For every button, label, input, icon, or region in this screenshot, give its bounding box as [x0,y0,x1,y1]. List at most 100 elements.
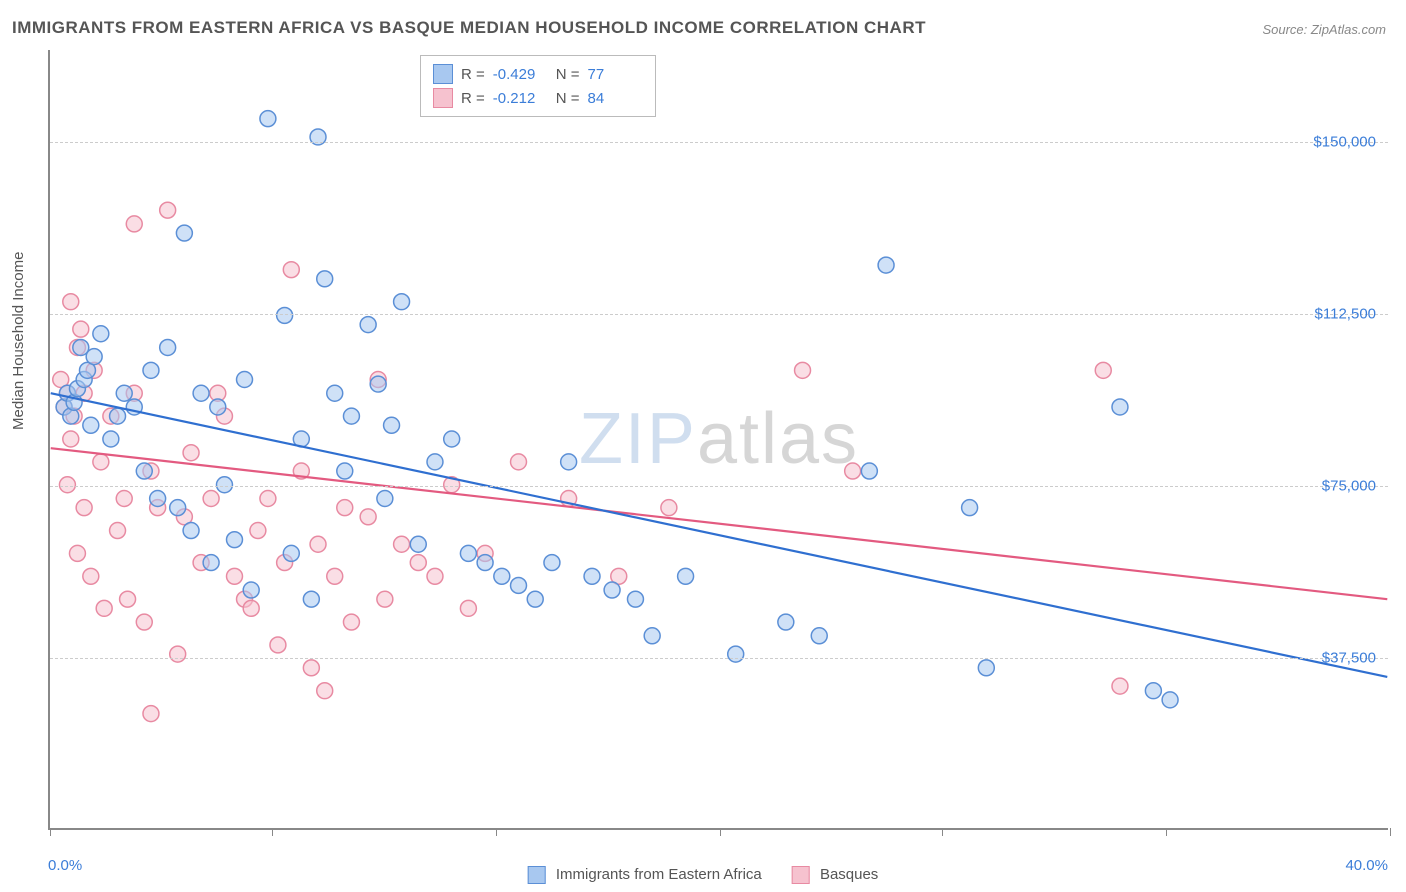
data-point [227,568,243,584]
data-point [227,532,243,548]
data-point [160,202,176,218]
legend-swatch-1 [433,64,453,84]
data-point [183,445,199,461]
trend-line [51,448,1388,599]
data-point [511,454,527,470]
data-point [962,500,978,516]
x-axis-max-label: 40.0% [1345,857,1388,874]
gridline [50,658,1388,659]
data-point [203,491,219,507]
x-tick [720,828,721,836]
data-point [116,385,132,401]
data-point [96,600,112,616]
y-tick-label: $37,500 [1322,649,1376,666]
data-point [270,637,286,653]
x-tick [1390,828,1391,836]
data-point [978,660,994,676]
data-point [83,568,99,584]
scatter-plot-svg [50,50,1388,828]
data-point [360,317,376,333]
legend-row-series-2: R = -0.212 N = 84 [433,86,643,110]
data-point [310,536,326,552]
gridline [50,142,1388,143]
data-point [86,349,102,365]
data-point [644,628,660,644]
data-point [160,339,176,355]
data-point [93,454,109,470]
data-point [283,262,299,278]
data-point [327,385,343,401]
data-point [237,372,253,388]
data-point [728,646,744,662]
data-point [283,545,299,561]
data-point [811,628,827,644]
data-point [63,294,79,310]
data-point [604,582,620,598]
data-point [394,294,410,310]
data-point [193,385,209,401]
data-point [410,536,426,552]
data-point [343,614,359,630]
y-tick-label: $112,500 [1315,305,1376,322]
data-point [584,568,600,584]
data-point [260,111,276,127]
data-point [410,555,426,571]
data-point [59,477,75,493]
legend-item-2: Basques [792,866,879,884]
data-point [444,431,460,447]
correlation-chart: IMMIGRANTS FROM EASTERN AFRICA VS BASQUE… [0,0,1406,892]
data-point [260,491,276,507]
data-point [69,545,85,561]
x-tick [272,828,273,836]
n-value-2: 84 [588,90,643,107]
data-point [110,408,126,424]
data-point [527,591,543,607]
data-point [561,454,577,470]
data-point [210,399,226,415]
data-point [544,555,560,571]
correlation-legend: R = -0.429 N = 77 R = -0.212 N = 84 [420,55,656,117]
data-point [110,523,126,539]
data-point [93,326,109,342]
data-point [627,591,643,607]
x-axis-min-label: 0.0% [48,857,82,874]
data-point [511,577,527,593]
data-point [427,568,443,584]
data-point [170,646,186,662]
plot-area: ZIPatlas $37,500$75,000$112,500$150,000 [48,50,1388,830]
data-point [250,523,266,539]
x-tick [942,828,943,836]
data-point [878,257,894,273]
data-point [1095,362,1111,378]
gridline [50,486,1388,487]
data-point [337,500,353,516]
data-point [136,463,152,479]
data-point [427,454,443,470]
data-point [243,600,259,616]
data-point [317,271,333,287]
data-point [460,600,476,616]
data-point [778,614,794,630]
data-point [116,491,132,507]
r-value-2: -0.212 [493,90,548,107]
data-point [83,417,99,433]
legend-item-1: Immigrants from Eastern Africa [528,866,762,884]
legend-swatch-2 [433,88,453,108]
data-point [337,463,353,479]
data-point [360,509,376,525]
data-point [63,431,79,447]
data-point [661,500,677,516]
data-point [73,321,89,337]
data-point [327,568,343,584]
x-tick [496,828,497,836]
r-value-1: -0.429 [493,66,548,83]
data-point [183,523,199,539]
legend-row-series-1: R = -0.429 N = 77 [433,62,643,86]
data-point [394,536,410,552]
chart-title: IMMIGRANTS FROM EASTERN AFRICA VS BASQUE… [12,18,926,38]
data-point [678,568,694,584]
data-point [170,500,186,516]
y-tick-label: $150,000 [1313,133,1376,150]
data-point [76,500,92,516]
data-point [303,660,319,676]
